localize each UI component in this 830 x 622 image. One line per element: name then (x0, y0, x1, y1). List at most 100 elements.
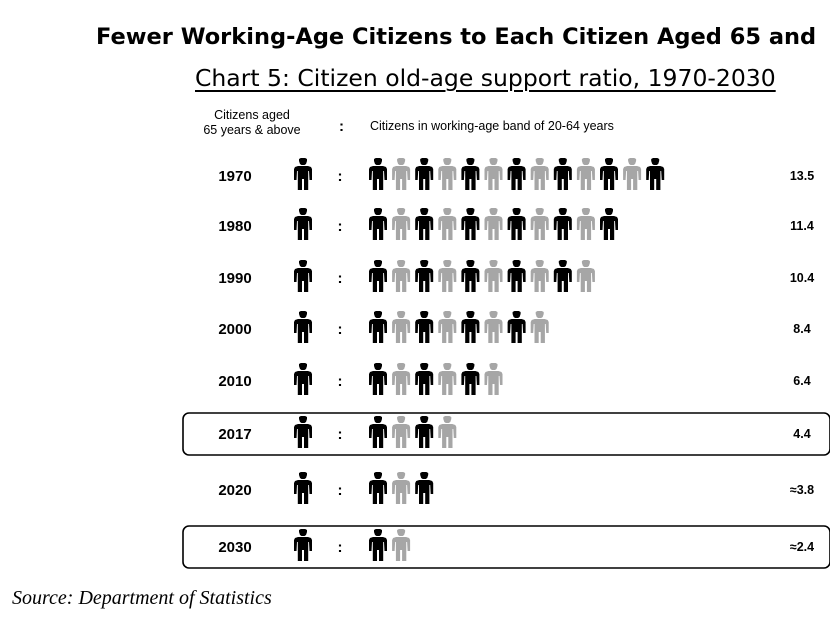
header-elderly: Citizens aged 65 years & above (180, 108, 324, 138)
working-age-person-icon (623, 208, 641, 240)
year-label-2010: 2010 (218, 373, 251, 390)
working-age-person-icon (438, 260, 457, 292)
working-age-person-icon (369, 260, 387, 292)
working-age-person-icon (438, 363, 457, 395)
working-age-person-icon (554, 311, 572, 343)
row-separator: : (338, 539, 343, 556)
row-separator: : (338, 321, 343, 338)
working-age-person-icon (507, 311, 526, 343)
row-separator: : (338, 373, 343, 390)
working-age-person-icon (392, 311, 411, 343)
chart-row-1980: 1980: 11.4 (218, 208, 814, 240)
chart-row-2030: 2030: ≈2.4 (182, 525, 830, 569)
chart-row-2020: 2020: ≈3.8 (218, 472, 814, 504)
working-age-person-icon (576, 158, 595, 190)
working-age-person-icon (553, 158, 572, 190)
row-separator: : (338, 482, 343, 499)
elderly-person-icon (294, 363, 312, 395)
working-age-person-icon (484, 158, 503, 190)
working-age-person-icon (369, 311, 387, 343)
header-elderly-line1: Citizens aged (214, 108, 290, 122)
chart-row-1990: 1990: 10.4 (218, 260, 814, 292)
working-age-person-icon (369, 363, 387, 395)
header-working-age: Citizens in working-age band of 20-64 ye… (370, 119, 614, 133)
value-label-2017: 4.4 (793, 427, 810, 441)
chart-row-2017: 2017: 4.4 (182, 412, 830, 456)
working-age-person-icon (369, 208, 387, 240)
working-age-person-icon (392, 529, 411, 561)
working-age-person-icon (576, 260, 595, 292)
working-age-person-icon (646, 158, 665, 190)
year-label-1970: 1970 (218, 168, 251, 185)
working-age-person-icon (461, 208, 480, 240)
working-age-person-icon (507, 158, 526, 190)
working-age-person-icon (553, 208, 572, 240)
elderly-person-icon (294, 208, 312, 240)
working-age-person-icon (484, 311, 503, 343)
working-age-person-icon (461, 260, 480, 292)
value-label-2030: ≈2.4 (790, 540, 814, 554)
value-label-1990: 10.4 (790, 271, 814, 285)
source-note: Source: Department of Statistics (12, 587, 272, 609)
working-age-person-icon (623, 158, 642, 190)
header-colon: : (339, 118, 344, 135)
value-label-2000: 8.4 (793, 322, 810, 336)
working-age-person-icon (392, 472, 411, 504)
working-age-person-icon (600, 208, 618, 240)
working-age-person-icon (415, 158, 434, 190)
working-age-person-icon (438, 158, 457, 190)
working-age-person-icon (530, 158, 549, 190)
header-elderly-line2: 65 years & above (203, 123, 301, 137)
value-label-2020: ≈3.8 (790, 483, 814, 497)
working-age-person-icon (461, 416, 479, 448)
working-age-person-icon (392, 158, 411, 190)
value-label-1970: 13.5 (790, 169, 814, 183)
working-age-person-icon (553, 260, 572, 292)
working-age-person-icon (392, 260, 411, 292)
working-age-person-icon (438, 311, 457, 343)
chart-title: Fewer Working-Age Citizens to Each Citiz… (96, 24, 817, 50)
working-age-person-icon (369, 472, 387, 504)
working-age-person-icon (415, 363, 434, 395)
working-age-person-icon (415, 416, 434, 448)
year-label-1980: 1980 (218, 218, 251, 235)
working-age-person-icon (507, 208, 526, 240)
working-age-person-icon (576, 208, 595, 240)
working-age-person-icon (530, 260, 549, 292)
row-separator: : (338, 426, 343, 443)
elderly-person-icon (294, 311, 312, 343)
working-age-person-icon (392, 363, 411, 395)
year-label-1990: 1990 (218, 270, 251, 287)
working-age-person-icon (415, 208, 434, 240)
working-age-person-icon (484, 208, 503, 240)
working-age-person-icon (392, 208, 411, 240)
highlight-box-2017 (182, 412, 830, 456)
row-separator: : (338, 218, 343, 235)
chart-row-2010: 2010: 6.4 (218, 363, 811, 395)
working-age-person-icon (415, 472, 434, 504)
working-age-person-icon (484, 260, 503, 292)
working-age-person-icon (461, 363, 480, 395)
working-age-person-icon (669, 158, 687, 190)
working-age-person-icon (530, 311, 549, 343)
working-age-person-icon (600, 158, 618, 190)
chart-row-1970: 1970: 13.5 (218, 158, 814, 190)
year-label-2000: 2000 (218, 321, 251, 338)
working-age-person-icon (392, 416, 411, 448)
working-age-person-icon (415, 529, 433, 561)
working-age-person-icon (508, 363, 526, 395)
working-age-person-icon (415, 311, 434, 343)
working-age-person-icon (438, 472, 456, 504)
row-separator: : (338, 270, 343, 287)
working-age-person-icon (438, 208, 457, 240)
year-label-2020: 2020 (218, 482, 251, 499)
chart-row-2000: 2000: 8.4 (218, 311, 811, 343)
working-age-person-icon (507, 260, 526, 292)
working-age-person-icon (369, 529, 387, 561)
elderly-person-icon (294, 529, 312, 561)
working-age-person-icon (530, 208, 549, 240)
working-age-person-icon (484, 363, 503, 395)
elderly-person-icon (294, 472, 312, 504)
working-age-person-icon (369, 416, 387, 448)
